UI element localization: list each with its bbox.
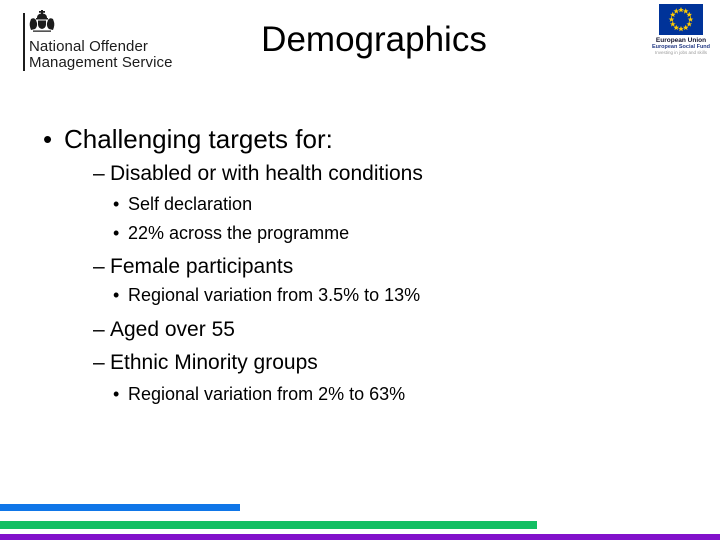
bullet-text: Female participants — [110, 255, 294, 278]
bullet-item: • Challenging targets for: — [43, 124, 333, 154]
eu-logo-line1: European Union — [655, 37, 707, 44]
eu-logo-line3: Investing in jobs and skills — [654, 50, 708, 55]
bullet-text: Ethnic Minority groups — [110, 351, 318, 374]
bullet-text: Self declaration — [128, 194, 253, 214]
bullet-marker: • — [113, 285, 120, 305]
eu-logo-line2: European Social Fund — [651, 44, 711, 50]
page-title: Demographics — [261, 20, 487, 59]
bullet-marker: • — [113, 194, 120, 214]
bullet-text: 22% across the programme — [128, 223, 350, 243]
bullet-marker: • — [43, 124, 53, 154]
eu-logo: European Union European Social Fund Inve… — [649, 4, 713, 55]
footer-green-bar — [0, 521, 537, 529]
noms-logo-divider — [23, 13, 25, 71]
bullet-marker: • — [113, 384, 120, 404]
bullet-item: – Disabled or with health conditions — [93, 161, 423, 186]
eu-flag-icon — [649, 4, 713, 35]
noms-logo-text: National Offender Management Service — [29, 39, 173, 70]
bullet-item: – Ethnic Minority groups — [93, 350, 318, 375]
dash-marker: – — [93, 318, 105, 341]
noms-logo-line2: Management Service — [29, 53, 173, 71]
bullet-item: • Self declaration — [113, 194, 252, 215]
bullet-item: • Regional variation from 2% to 63% — [113, 384, 405, 405]
footer-blue-bar — [0, 504, 240, 511]
royal-coat-of-arms-icon — [28, 10, 56, 33]
bullet-marker: • — [113, 223, 120, 243]
bullet-text: Disabled or with health conditions — [110, 162, 423, 185]
noms-logo-line1: National Offender — [29, 38, 148, 55]
dash-marker: – — [93, 162, 105, 185]
bullet-text: Challenging targets for: — [64, 124, 333, 154]
bullet-item: – Female participants — [93, 254, 293, 279]
bullet-item: • Regional variation from 3.5% to 13% — [113, 285, 420, 306]
bullet-item: • 22% across the programme — [113, 223, 349, 244]
bullet-item: – Aged over 55 — [93, 317, 235, 342]
bullet-text: Aged over 55 — [110, 318, 235, 341]
bullet-text: Regional variation from 2% to 63% — [128, 384, 406, 404]
bullet-text: Regional variation from 3.5% to 13% — [128, 285, 421, 305]
dash-marker: – — [93, 351, 105, 374]
footer-purple-bar — [0, 534, 720, 540]
dash-marker: – — [93, 255, 105, 278]
